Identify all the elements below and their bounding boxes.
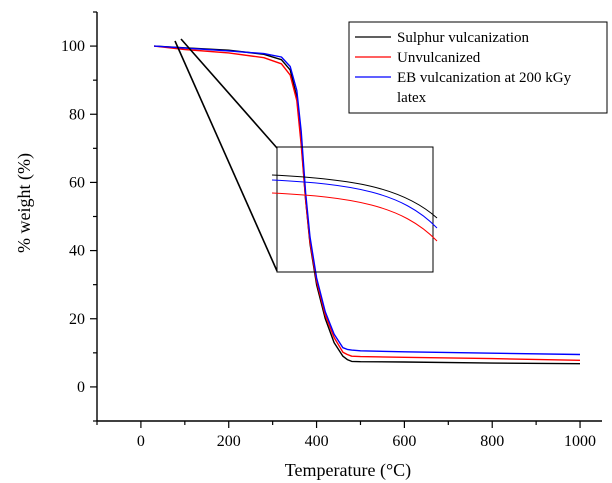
y-tick-label: 100 xyxy=(61,38,85,55)
x-tick-label: 400 xyxy=(305,433,329,450)
inset-connector-upper xyxy=(180,38,278,149)
x-tick-label: 0 xyxy=(137,433,145,450)
series-line-3 xyxy=(154,45,581,356)
legend-label-3-cont: latex xyxy=(397,90,427,106)
axes: 0 200 400 600 800 1000 0 20 40 60 80 100 xyxy=(61,11,602,450)
y-tick-label: 0 xyxy=(77,379,85,396)
x-tick-label: 800 xyxy=(480,433,504,450)
y-tick-label: 20 xyxy=(69,311,85,328)
legend-label-3: EB vulcanization at 200 kGy xyxy=(397,70,572,86)
y-tick-label: 80 xyxy=(69,106,85,123)
x-tick-label: 1000 xyxy=(564,433,596,450)
legend-frame xyxy=(348,21,608,114)
y-tick-label: 40 xyxy=(69,243,85,260)
legend-label-1: Sulphur vulcanization xyxy=(397,30,530,46)
inset-series-1 xyxy=(271,174,438,219)
x-tick-label: 600 xyxy=(392,433,416,450)
y-tick-label: 60 xyxy=(69,174,85,191)
x-axis-title: Temperature (°C) xyxy=(285,460,411,481)
legend: Sulphur vulcanization Unvulcanized EB vulc… xyxy=(348,21,608,114)
legend-label-2: Unvulcanized xyxy=(397,50,481,66)
y-axis-title: % weight (%) xyxy=(14,153,35,253)
x-tick-label: 200 xyxy=(217,433,241,450)
inset-series-2 xyxy=(271,179,438,229)
inset-connector-lower xyxy=(174,40,278,272)
plot-lines xyxy=(154,45,581,365)
zoom-inset xyxy=(174,38,438,273)
inset-frame xyxy=(276,146,434,273)
inset-series-3 xyxy=(271,192,438,242)
